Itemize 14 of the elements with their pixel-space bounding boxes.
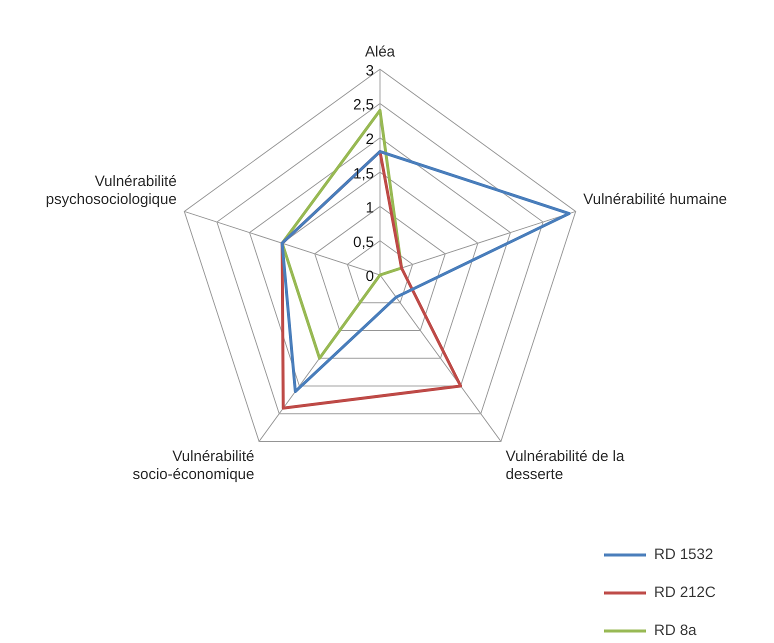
y-tick-label: 0,5 [353, 234, 374, 251]
legend-label: RD 1532 [654, 546, 714, 564]
spoke-label: Vulnérabilité psychosociologique [46, 173, 177, 208]
spoke-label: Aléa [364, 43, 396, 60]
y-tick-label: 2 [366, 130, 374, 148]
legend-label: RD 8a [654, 622, 698, 640]
legend-label: RD 212C [654, 584, 716, 602]
spoke-label: Vulnérabilité humaine [583, 191, 727, 208]
y-tick-label: 3 [366, 62, 374, 80]
y-tick-label: 2,5 [353, 96, 374, 114]
spoke-label: Vulnérabilité de la desserte [506, 448, 625, 484]
y-tick-label: 1 [366, 200, 374, 217]
spoke-label: Vulnérabilité socio-économique [132, 448, 254, 484]
y-tick-label: 0 [366, 268, 374, 286]
